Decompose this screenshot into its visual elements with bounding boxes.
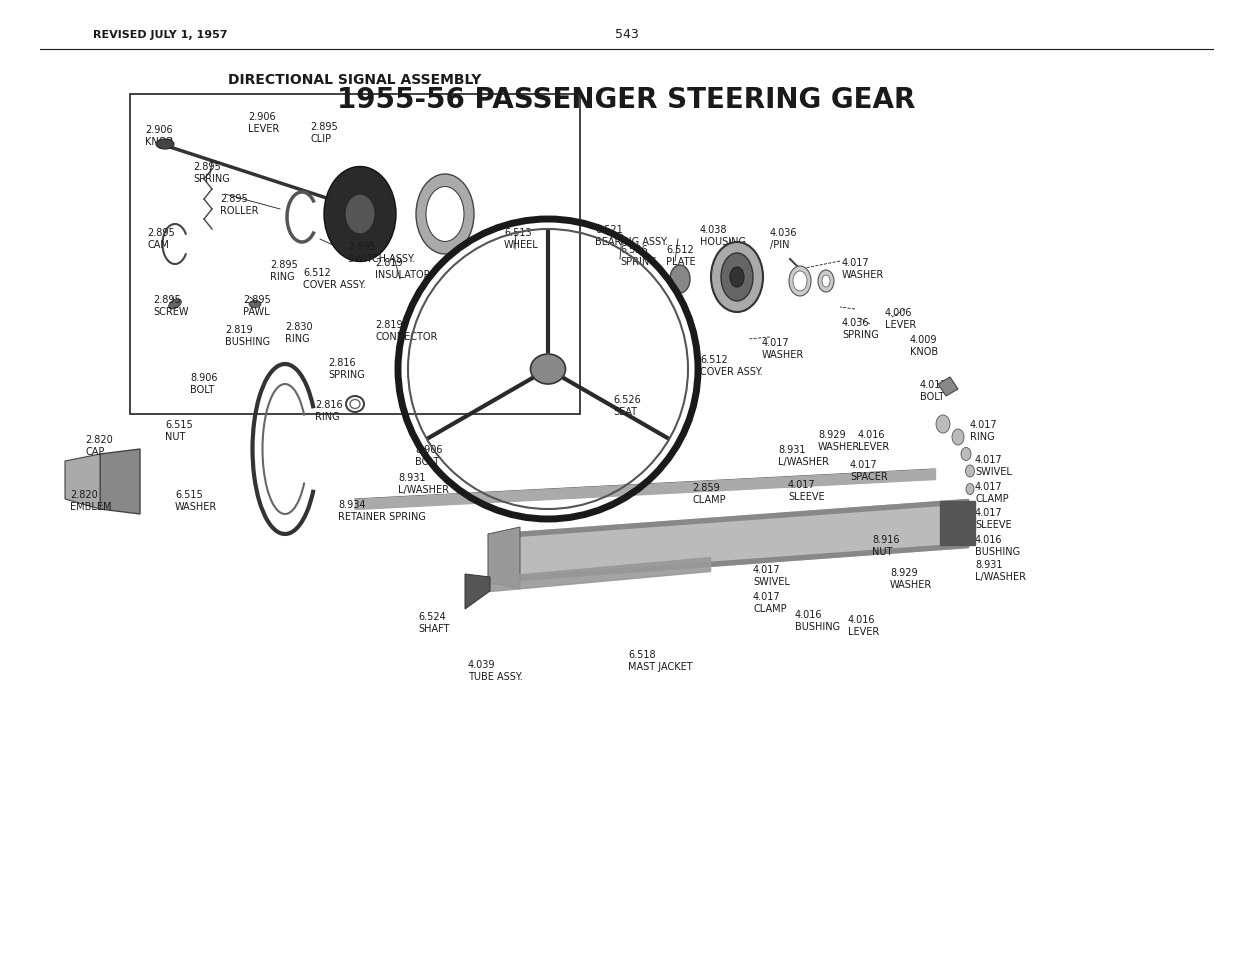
Ellipse shape	[345, 195, 375, 234]
Text: 8.929
WASHER: 8.929 WASHER	[890, 568, 932, 589]
Ellipse shape	[325, 168, 396, 263]
Text: 4.017
SLEEVE: 4.017 SLEEVE	[788, 480, 824, 501]
Text: 2.816
RING: 2.816 RING	[315, 399, 342, 422]
Bar	[130, 95, 580, 415]
Ellipse shape	[720, 254, 753, 301]
Text: 2.895
ROLLER: 2.895 ROLLER	[221, 194, 258, 215]
Text: 4.016
LEVER: 4.016 LEVER	[858, 429, 890, 452]
Text: 6.512
COVER ASSY.: 6.512 COVER ASSY.	[303, 267, 366, 290]
Text: 8.906
BOLT: 8.906 BOLT	[190, 373, 218, 394]
Text: 2.820
CAP: 2.820 CAP	[85, 434, 113, 456]
Ellipse shape	[789, 266, 811, 297]
Text: 6.521
BEARING ASSY.: 6.521 BEARING ASSY.	[595, 225, 668, 246]
Text: 6.518
MAST JACKET: 6.518 MAST JACKET	[628, 649, 693, 671]
Text: 4.039
TUBE ASSY.: 4.039 TUBE ASSY.	[469, 659, 523, 681]
Text: 4.017
SPACER: 4.017 SPACER	[850, 459, 887, 481]
Text: 4.017
SWIVEL: 4.017 SWIVEL	[753, 564, 789, 586]
Text: 6.512
COVER ASSY.: 6.512 COVER ASSY.	[700, 355, 763, 376]
Text: 6.513
WHEEL: 6.513 WHEEL	[504, 228, 539, 249]
Text: 8.934
RETAINER SPRING: 8.934 RETAINER SPRING	[338, 499, 426, 521]
Ellipse shape	[818, 270, 834, 293]
Text: 2.819
CONNECTOR: 2.819 CONNECTOR	[375, 320, 437, 341]
Text: 8.929
WASHER: 8.929 WASHER	[818, 429, 861, 452]
Text: REVISED JULY 1, 1957: REVISED JULY 1, 1957	[93, 30, 227, 40]
Text: 4.036
/PIN: 4.036 /PIN	[771, 228, 797, 249]
Text: 4.038
HOUSING: 4.038 HOUSING	[700, 225, 746, 246]
Ellipse shape	[822, 276, 829, 288]
Ellipse shape	[966, 465, 975, 478]
Text: 4.016
BUSHING: 4.016 BUSHING	[794, 610, 840, 631]
Text: 8.931
L/WASHER: 8.931 L/WASHER	[398, 473, 449, 494]
Text: 4.017
CLAMP: 4.017 CLAMP	[753, 591, 787, 613]
Text: 2.830
RING: 2.830 RING	[284, 322, 313, 343]
Text: 4.016
BUSHING: 4.016 BUSHING	[975, 535, 1020, 556]
Ellipse shape	[169, 299, 182, 310]
Text: 1955-56 PASSENGER STEERING GEAR: 1955-56 PASSENGER STEERING GEAR	[337, 86, 916, 114]
Ellipse shape	[966, 484, 974, 495]
Text: 6.526
SEAT: 6.526 SEAT	[613, 394, 640, 416]
Text: 4.017
RING: 4.017 RING	[970, 420, 997, 441]
Ellipse shape	[961, 448, 971, 461]
Ellipse shape	[249, 301, 261, 308]
Text: 4.016
LEVER: 4.016 LEVER	[848, 614, 880, 636]
Text: 2.895
CAM: 2.895 CAM	[147, 228, 174, 249]
Text: 6.526
SPRING: 6.526 SPRING	[620, 245, 657, 266]
Text: 543: 543	[615, 28, 638, 42]
Ellipse shape	[670, 266, 690, 294]
Ellipse shape	[936, 416, 950, 433]
Ellipse shape	[426, 187, 464, 242]
Text: 2.819
BUSHING: 2.819 BUSHING	[226, 325, 271, 346]
Text: 2.895
CLIP: 2.895 CLIP	[309, 122, 338, 143]
Text: 4.017
WASHER: 4.017 WASHER	[762, 337, 804, 359]
Text: 4.017
WASHER: 4.017 WASHER	[842, 258, 885, 279]
Text: 2.895
RING: 2.895 RING	[269, 260, 298, 281]
Text: 4.017
SLEEVE: 4.017 SLEEVE	[975, 508, 1011, 529]
Text: 2.895
SCREW: 2.895 SCREW	[153, 295, 188, 316]
Text: 6.524
SHAFT: 6.524 SHAFT	[419, 611, 450, 633]
Ellipse shape	[793, 271, 807, 292]
Text: 4.009
KNOB: 4.009 KNOB	[910, 334, 938, 357]
Text: 2.906
LEVER: 2.906 LEVER	[248, 111, 279, 134]
Text: 8.916
NUT: 8.916 NUT	[872, 535, 900, 556]
Polygon shape	[465, 575, 490, 610]
Text: 2.816
SPRING: 2.816 SPRING	[328, 358, 365, 379]
Text: 8.906
BOLT: 8.906 BOLT	[415, 445, 442, 466]
Text: 2.895
SPRING: 2.895 SPRING	[193, 162, 229, 183]
Text: 2.820
EMBLEM: 2.820 EMBLEM	[70, 489, 112, 511]
Text: 2.819
INSULATOR: 2.819 INSULATOR	[375, 258, 431, 279]
Polygon shape	[100, 450, 140, 515]
Text: DIRECTIONAL SIGNAL ASSEMBLY: DIRECTIONAL SIGNAL ASSEMBLY	[228, 73, 481, 87]
Text: 2.895
SWITCH ASSY.: 2.895 SWITCH ASSY.	[348, 241, 415, 264]
Text: 2.859
CLAMP: 2.859 CLAMP	[692, 483, 725, 504]
Text: 8.931
L/WASHER: 8.931 L/WASHER	[975, 559, 1026, 581]
Polygon shape	[65, 454, 100, 510]
Text: 6.515
WASHER: 6.515 WASHER	[175, 489, 217, 511]
Text: 2.906
KNOB: 2.906 KNOB	[145, 125, 173, 146]
Text: 8.931
L/WASHER: 8.931 L/WASHER	[778, 445, 829, 466]
Ellipse shape	[952, 429, 964, 446]
Ellipse shape	[157, 140, 174, 150]
Ellipse shape	[530, 355, 565, 385]
Ellipse shape	[710, 243, 763, 313]
Text: 6.515
NUT: 6.515 NUT	[165, 420, 193, 441]
Ellipse shape	[416, 174, 474, 255]
Text: 4.036
SPRING: 4.036 SPRING	[842, 318, 878, 339]
Text: 4.017
CLAMP: 4.017 CLAMP	[975, 482, 1009, 503]
Text: 6.512
PLATE: 6.512 PLATE	[667, 245, 695, 266]
Text: 4.006
LEVER: 4.006 LEVER	[885, 308, 916, 329]
Text: 2.895
PAWL: 2.895 PAWL	[243, 295, 271, 316]
Ellipse shape	[730, 267, 744, 288]
Polygon shape	[938, 378, 959, 396]
Polygon shape	[487, 527, 520, 589]
Text: 4.017
BOLT: 4.017 BOLT	[920, 380, 947, 401]
Text: 4.017
SWIVEL: 4.017 SWIVEL	[975, 454, 1012, 476]
